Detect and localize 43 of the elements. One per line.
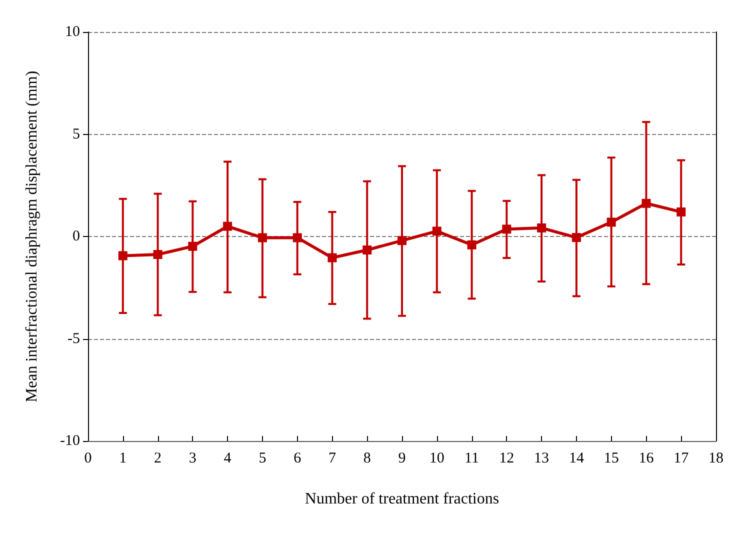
x-tick-label: 5: [258, 450, 266, 466]
x-tick-label: 2: [154, 450, 162, 466]
x-tick-label: 18: [708, 450, 724, 466]
point: [188, 242, 198, 251]
point: [606, 218, 616, 227]
x-tick-label: 3: [188, 450, 196, 466]
x-tick-label: 4: [224, 450, 232, 466]
x-tick-label: 9: [398, 450, 406, 466]
point: [398, 236, 406, 246]
point: [223, 222, 232, 231]
x-tick-label: 1: [119, 450, 127, 466]
point: [502, 224, 512, 234]
x-tick-label: 0: [84, 450, 92, 466]
point: [258, 233, 267, 242]
y-tick-label: 0: [72, 228, 80, 244]
x-tick-label: 13: [534, 450, 550, 466]
x-tick-label: 6: [294, 450, 302, 466]
point: [118, 251, 128, 260]
point: [467, 240, 476, 250]
x-axis-title: Number of treatment fractions: [304, 490, 500, 508]
x-tick-label: 12: [499, 450, 514, 466]
point: [676, 207, 686, 216]
x-tick-label: 15: [604, 450, 619, 466]
point: [153, 250, 162, 259]
point: [642, 198, 651, 208]
x-tick-label: 17: [674, 450, 690, 466]
point: [328, 253, 337, 262]
x-tick-label: 8: [363, 450, 371, 466]
point: [292, 233, 302, 242]
x-tick-label: 10: [429, 450, 444, 466]
y-tick-label: -10: [60, 433, 80, 449]
x-tick-label: 11: [464, 450, 480, 466]
point: [362, 245, 372, 254]
x-tick-label: 7: [328, 450, 336, 466]
point: [537, 223, 546, 232]
x-tick-label: 16: [638, 450, 654, 466]
y-tick-label: 10: [65, 24, 80, 40]
y-tick-label: 5: [72, 126, 80, 142]
point: [572, 233, 581, 242]
point: [432, 226, 442, 236]
x-tick-label: 14: [568, 450, 584, 466]
y-tick-label: -5: [68, 330, 80, 347]
y-axis-title: Mean interfractional diaphragm displacement (mm): [24, 70, 40, 402]
